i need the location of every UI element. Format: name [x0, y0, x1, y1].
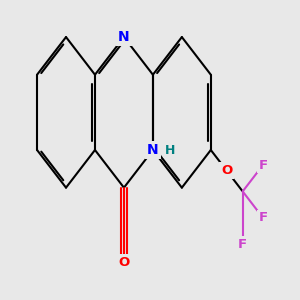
Text: H: H [165, 143, 175, 157]
Text: F: F [258, 159, 268, 172]
Text: N: N [147, 143, 159, 157]
Text: N: N [118, 30, 130, 44]
Text: F: F [258, 211, 268, 224]
Text: F: F [238, 238, 247, 250]
Text: O: O [118, 256, 130, 269]
Text: O: O [221, 164, 232, 177]
